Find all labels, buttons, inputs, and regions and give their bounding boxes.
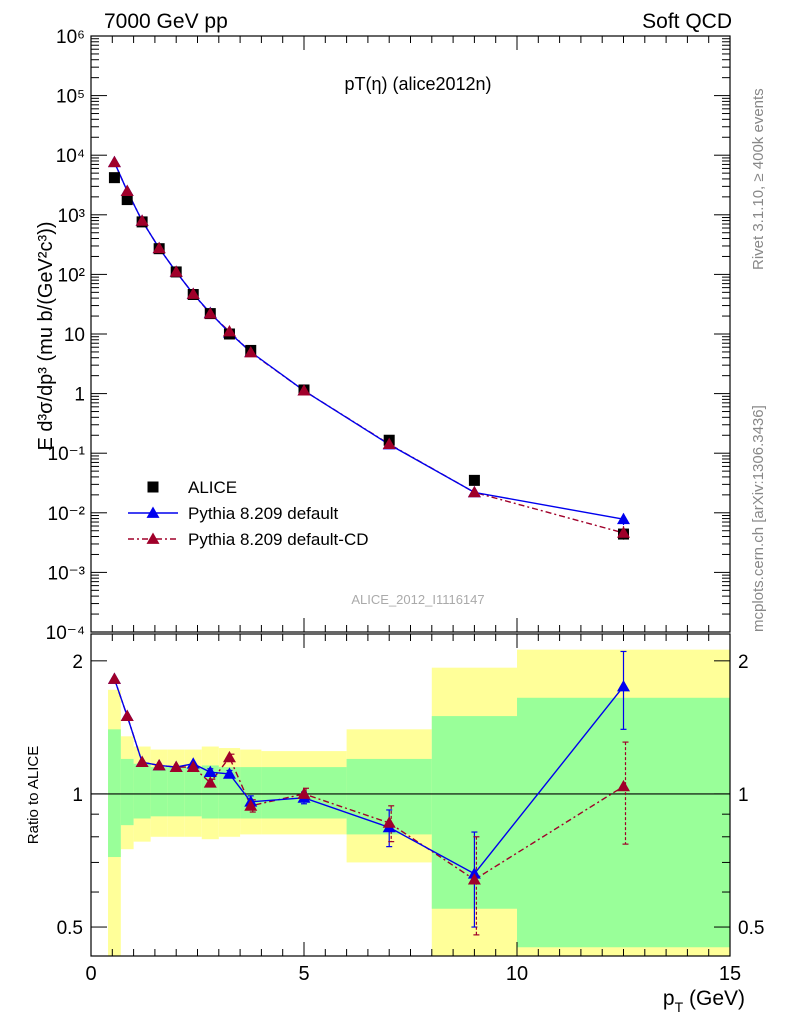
band-inner: [167, 767, 185, 817]
plot-title: pT(η) (alice2012n): [344, 74, 491, 94]
y-tick-label: 10: [64, 325, 85, 346]
watermark: ALICE_2012_I1116147: [351, 592, 484, 607]
ratio-point-pythia-cd: [297, 787, 311, 799]
main-frame: [90, 35, 731, 633]
point-alice: [121, 194, 133, 206]
x-tick-label: 5: [298, 963, 309, 985]
y-tick-label: 10⁻⁴: [46, 623, 85, 644]
y-tick-label: 10⁶: [56, 27, 85, 48]
point-pythia-cd: [152, 241, 166, 254]
x-axis-label-main: p: [663, 987, 675, 1010]
x-tick-label: 15: [719, 963, 741, 985]
side-text-top: Rivet 3.1.10, ≥ 400k events: [750, 88, 767, 270]
y-tick-label: 10²: [58, 265, 85, 286]
y-tick-label: 10⁻³: [48, 563, 86, 584]
band-inner: [108, 729, 121, 858]
x-axis-label-sub: T: [675, 999, 684, 1015]
ratio-point-pythia-default: [222, 767, 236, 779]
legend-label: Pythia 8.209 default: [188, 504, 339, 523]
point-pythia-cd: [617, 526, 630, 538]
y-tick-label: 1: [74, 385, 85, 406]
y-tick-label: 10⁻²: [48, 504, 86, 525]
ratio-y-tick-label-right: 0.5: [738, 918, 764, 939]
legend-label: Pythia 8.209 default-CD: [188, 530, 369, 549]
ratio-y-tick-label: 2: [72, 652, 83, 673]
point-pythia-cd: [120, 184, 134, 196]
ratio-y-tick-label: 1: [72, 785, 83, 806]
header-left: 7000 GeV pp: [104, 10, 228, 33]
x-axis-label: pT (GeV): [663, 987, 745, 1015]
y-tick-label: 10³: [58, 206, 85, 227]
point-pythia-cd: [467, 485, 481, 498]
legend-label: ALICE: [188, 478, 237, 497]
legend-marker-triangle: [146, 532, 160, 544]
ratio-point-pythia-cd: [107, 672, 121, 684]
side-text-bottom: mcplots.cern.ch [arXiv:1306.3436]: [750, 405, 767, 632]
ratio-point-pythia-cd: [222, 750, 236, 763]
ratio-point-pythia-cd: [169, 760, 183, 772]
series-line-pythia-default: [113, 162, 624, 520]
y-axis-label-ratio: Ratio to ALICE: [25, 746, 42, 844]
point-pythia-cd: [382, 437, 396, 449]
band-inner: [133, 763, 151, 819]
ratio-point-pythia-default: [467, 867, 481, 879]
ratio-point-pythia-default: [203, 765, 217, 778]
y-tick-label: 10⁻¹: [48, 444, 86, 465]
point-pythia-cd: [186, 287, 200, 299]
y-axis-label-main: E d³σ/dp³ (mu b/(GeV²c³)): [35, 221, 57, 450]
point-pythia-default: [617, 512, 630, 525]
point-pythia-cd: [244, 345, 258, 358]
ratio-point-pythia-default: [617, 679, 630, 692]
point-pythia-cd: [135, 214, 149, 226]
ratio-y-tick-label-right: 1: [738, 785, 749, 806]
x-tick-label: 0: [85, 963, 96, 985]
point-alice: [468, 474, 480, 486]
ratio-point-pythia-cd: [244, 799, 258, 811]
band-inner: [120, 758, 134, 826]
ratio-y-tick-label-right: 2: [738, 652, 749, 673]
header-right: Soft QCD: [642, 10, 732, 33]
ratio-panel: 0.5 0.5 1 1 2 2: [57, 633, 764, 957]
point-pythia-cd: [222, 325, 236, 337]
ratio-point-pythia-cd: [120, 709, 134, 721]
band-inner: [517, 697, 730, 948]
ratio-point-pythia-cd: [382, 816, 396, 828]
ratio-y-tick-label: 0.5: [57, 918, 83, 939]
y-tick-label: 10⁵: [56, 87, 85, 108]
ratio-point-pythia-cd: [152, 758, 166, 771]
point-pythia-cd: [169, 265, 183, 277]
main-panel: 10⁻⁴ 10⁻³ 10⁻² 10⁻¹ 1 10 10² 10³ 10⁴ 10⁵ 10⁶: [46, 27, 731, 644]
ratio-point-pythia-cd: [467, 873, 481, 885]
legend-marker-square: [147, 481, 159, 493]
band-inner: [184, 767, 202, 817]
x-tick-label: 10: [506, 963, 528, 985]
point-pythia-cd: [297, 384, 311, 396]
ratio-point-pythia-cd: [617, 779, 630, 792]
ratio-point-pythia-cd: [203, 776, 217, 788]
point-pythia-cd: [203, 307, 217, 319]
x-axis-label-unit: (GeV): [683, 987, 745, 1010]
ratio-point-pythia-cd: [135, 755, 149, 768]
ratio-point-pythia-cd: [186, 760, 200, 772]
band-inner: [150, 767, 168, 817]
point-pythia-cd: [107, 155, 121, 168]
y-tick-label: 10⁴: [56, 146, 85, 167]
point-alice: [108, 172, 120, 184]
legend-marker-triangle: [146, 506, 160, 518]
legend: ALICE Pythia 8.209 default Pythia 8.209 de…: [128, 478, 369, 549]
